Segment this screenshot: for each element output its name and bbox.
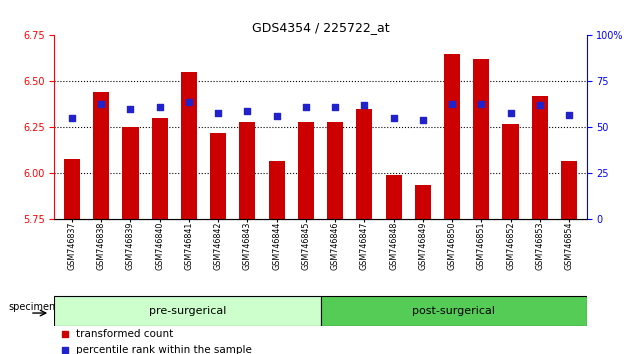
Point [242,108,253,114]
Point [96,101,106,106]
Bar [152,118,168,219]
Bar [320,296,587,326]
Bar [54,296,320,326]
Point [505,110,515,115]
Point [330,104,340,110]
Bar [385,175,402,219]
Text: GSM746844: GSM746844 [272,222,281,270]
Bar [64,159,80,219]
Text: percentile rank within the sample: percentile rank within the sample [76,345,252,354]
Bar [122,127,138,219]
Point [154,104,165,110]
Text: GSM746845: GSM746845 [301,222,310,270]
Title: GDS4354 / 225722_at: GDS4354 / 225722_at [252,21,389,34]
Bar [210,133,226,219]
Text: GSM746837: GSM746837 [67,222,76,270]
Text: pre-surgerical: pre-surgerical [149,306,226,316]
Bar [356,109,372,219]
Bar [444,54,460,219]
Text: GSM746848: GSM746848 [389,222,398,270]
Text: GSM746838: GSM746838 [97,222,106,270]
Text: GSM746852: GSM746852 [506,222,515,270]
Text: GSM746843: GSM746843 [243,222,252,270]
Bar [298,122,314,219]
Text: transformed count: transformed count [76,329,173,339]
Point [213,110,223,115]
Point [67,115,77,121]
Bar [473,59,489,219]
Text: GSM746853: GSM746853 [535,222,544,270]
Bar [269,161,285,219]
Point [535,103,545,108]
Bar [415,184,431,219]
Text: GSM746847: GSM746847 [360,222,369,270]
Text: post-surgerical: post-surgerical [412,306,495,316]
Bar [327,122,343,219]
Point [272,114,282,119]
Text: GSM746840: GSM746840 [155,222,164,270]
Bar [239,122,256,219]
Point [447,101,457,106]
Text: GSM746849: GSM746849 [419,222,428,270]
Point [564,112,574,118]
Point [476,101,487,106]
Text: GSM746854: GSM746854 [565,222,574,270]
Text: GSM746846: GSM746846 [331,222,340,270]
Text: GSM746841: GSM746841 [185,222,194,270]
Bar [93,92,110,219]
Point [126,106,136,112]
Point [184,99,194,104]
Point [388,115,399,121]
Bar [503,124,519,219]
Text: GSM746850: GSM746850 [447,222,456,270]
Text: GSM746839: GSM746839 [126,222,135,270]
Point [359,103,369,108]
Text: GSM746851: GSM746851 [477,222,486,270]
Bar [181,72,197,219]
Bar [531,96,548,219]
Point [418,117,428,123]
Text: GSM746842: GSM746842 [213,222,222,270]
Point [301,104,311,110]
Text: specimen: specimen [8,302,55,312]
Bar [561,161,577,219]
